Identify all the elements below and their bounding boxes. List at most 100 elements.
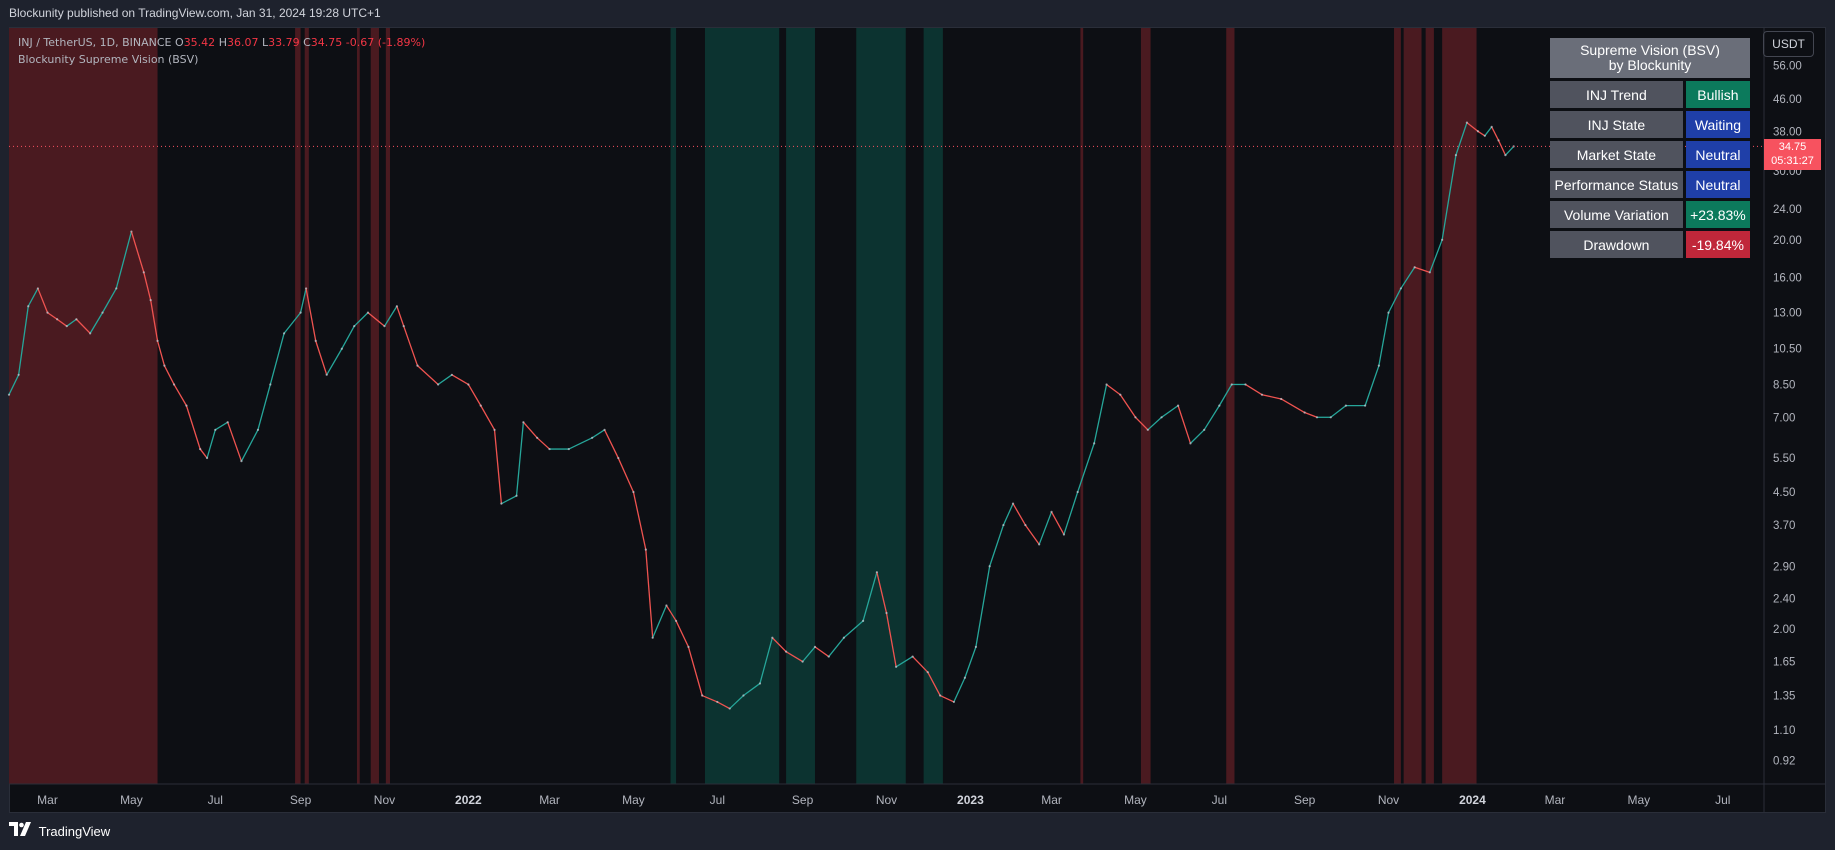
price-point <box>1483 134 1486 137</box>
price-point <box>142 271 145 274</box>
price-tick-label: 2.90 <box>1773 561 1795 573</box>
price-segment <box>17 306 29 375</box>
price-segment <box>206 429 216 459</box>
table-row: Market State Neutral <box>1550 141 1750 168</box>
price-segment <box>1190 429 1205 444</box>
price-segment <box>269 333 285 385</box>
trend-label: INJ Trend <box>1550 81 1683 108</box>
price-segment <box>56 318 68 327</box>
price-point <box>674 619 678 622</box>
bearish-zone <box>1403 28 1422 784</box>
price-segment <box>1002 503 1014 526</box>
price-segment <box>27 288 39 307</box>
price-segment <box>862 572 878 622</box>
table-header: Supreme Vision (BSV) by Blockunity <box>1550 38 1750 78</box>
price-point <box>1076 490 1079 494</box>
market-state-value: Neutral <box>1685 141 1750 168</box>
price-segment <box>367 312 385 327</box>
price-segment <box>771 637 787 653</box>
price-segment <box>299 288 307 313</box>
price-point <box>644 548 647 551</box>
price-segment <box>1364 365 1380 406</box>
price-segment <box>214 421 229 431</box>
price-point <box>603 428 606 431</box>
state-label: INJ State <box>1550 111 1683 138</box>
price-point <box>7 393 11 396</box>
time-tick-label: Nov <box>876 793 897 807</box>
currency-unit-button[interactable]: USDT <box>1763 31 1814 57</box>
time-axis: Mar May Jul Sep Nov 2022 Mar May Jul Sep Nov 2023 Ma… <box>9 783 1826 807</box>
performance-status-value: Neutral <box>1685 171 1750 198</box>
chart-frame[interactable] <box>9 27 1826 813</box>
open-label: O <box>175 36 184 49</box>
price-segment <box>895 656 913 668</box>
price-point <box>402 325 405 328</box>
time-tick-label: Sep <box>290 793 312 807</box>
price-point <box>1062 533 1066 536</box>
indicator-label[interactable]: Blockunity Supreme Vision (BSV) <box>18 53 199 66</box>
price-segment <box>480 405 496 431</box>
price-tick-label: 1.35 <box>1773 691 1795 703</box>
price-point <box>395 305 398 308</box>
price-point <box>1203 428 1206 431</box>
price-segment <box>101 288 117 313</box>
symbol-label[interactable]: INJ / TetherUS, 1D, BINANCE <box>18 36 172 49</box>
price-point <box>1189 442 1192 445</box>
price-segment <box>501 495 517 505</box>
tradingview-logo-icon[interactable] <box>9 814 31 850</box>
price-segment <box>989 524 1005 567</box>
price-point <box>56 318 59 321</box>
bearish-zone <box>370 28 379 784</box>
price-point <box>1303 411 1306 414</box>
price-point <box>651 636 654 639</box>
volume-variation-value: +23.83% <box>1685 201 1750 228</box>
brand-name[interactable]: TradingView <box>38 823 111 839</box>
price-segment <box>150 299 159 341</box>
price-segment <box>341 325 355 350</box>
price-segment <box>814 646 830 658</box>
price-segment <box>1012 503 1026 526</box>
price-segment <box>828 637 845 657</box>
price-segment <box>1203 405 1220 431</box>
price-tick-label: 56.00 <box>1773 61 1802 73</box>
price-point <box>36 287 39 290</box>
time-tick-label: Sep <box>792 793 814 807</box>
price-tick-label: 16.00 <box>1773 273 1802 285</box>
price-point <box>1387 311 1390 314</box>
price-segment <box>617 457 635 493</box>
bullish-zone <box>856 28 906 784</box>
price-point <box>827 655 830 658</box>
market-state-label: Market State <box>1550 141 1683 168</box>
time-tick-label: 2024 <box>1459 793 1486 807</box>
price-segment <box>1147 416 1163 431</box>
price-segment <box>1024 524 1040 545</box>
price-point <box>149 299 152 302</box>
bar-countdown: 05:31:27 <box>1771 155 1814 167</box>
price-point <box>269 383 272 386</box>
price-segment <box>143 272 152 301</box>
price-tick-label: 1.10 <box>1773 725 1795 737</box>
price-segment <box>1504 145 1515 156</box>
time-tick-label: 2023 <box>957 793 984 807</box>
price-point <box>115 287 118 290</box>
price-point <box>813 645 817 648</box>
price-tick-label: 4.50 <box>1773 487 1795 499</box>
low-label: L <box>261 36 269 49</box>
price-point <box>911 655 914 658</box>
price-point <box>1344 404 1347 407</box>
performance-status-label: Performance Status <box>1550 171 1683 198</box>
drawdown-label: Drawdown <box>1550 231 1683 258</box>
price-point <box>1146 428 1149 431</box>
price-point <box>130 230 133 233</box>
price-segment <box>1441 155 1457 240</box>
price-segment <box>1093 384 1108 444</box>
price-segment <box>876 572 888 614</box>
price-point <box>1244 383 1247 386</box>
bearish-zone <box>1442 28 1477 784</box>
price-point <box>758 682 762 685</box>
price-point <box>1260 393 1264 396</box>
table-row: INJ State Waiting <box>1550 111 1750 138</box>
price-segment <box>1387 288 1402 313</box>
price-point <box>742 694 745 697</box>
